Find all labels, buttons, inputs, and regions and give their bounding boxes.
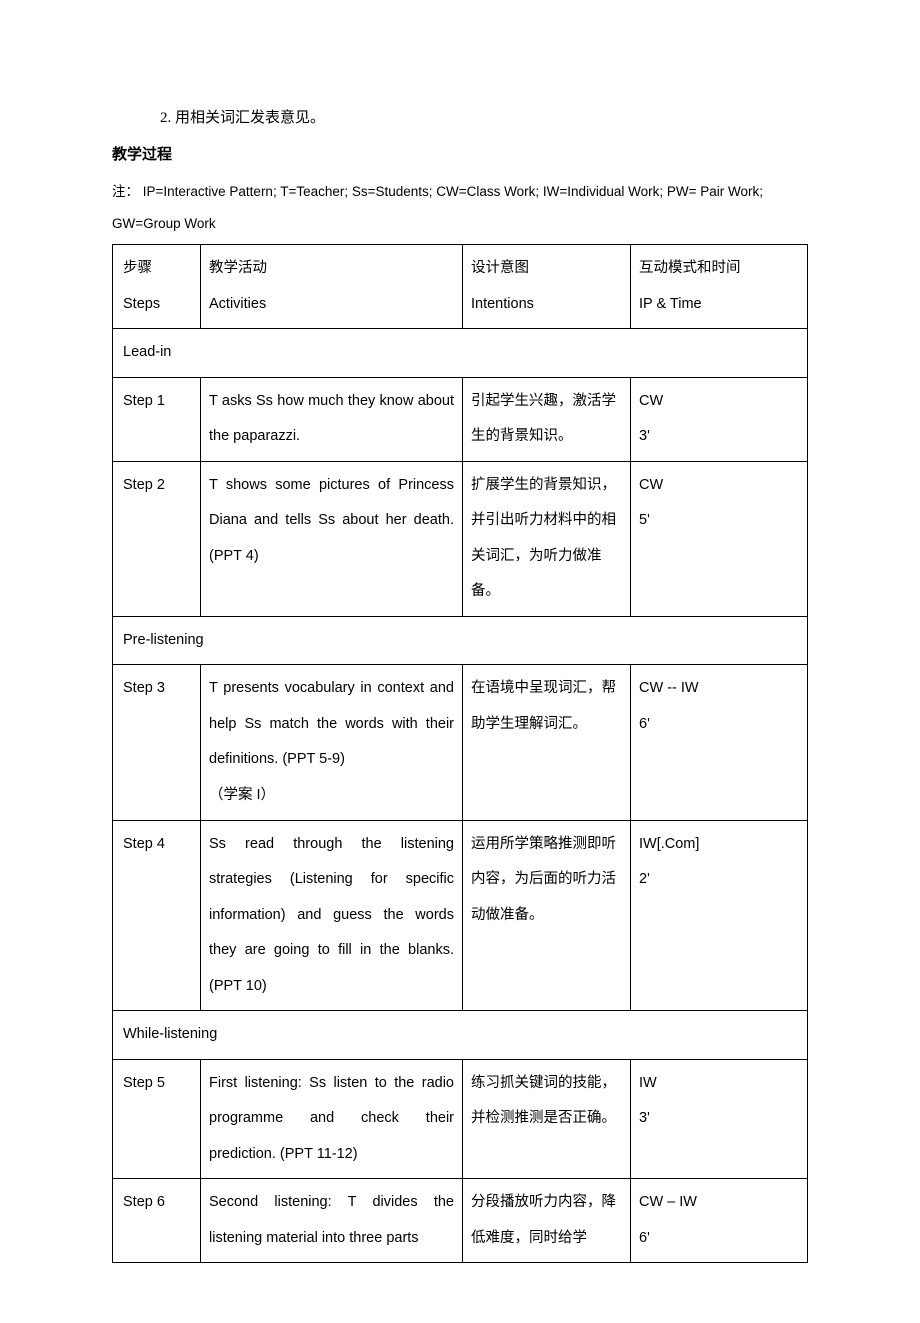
activity-cell: T asks Ss how much they know about the p… xyxy=(201,377,463,461)
section-label: While-listening xyxy=(113,1011,808,1060)
header-intentions-cn: 设计意图 xyxy=(471,251,622,287)
header-ip-cn: 互动模式和时间 xyxy=(639,251,799,287)
ip-mode: IW xyxy=(639,1066,799,1102)
table-row: Step 5 First listening: Ss listen to the… xyxy=(113,1059,808,1179)
activity-cell: Second listening: T divides the listenin… xyxy=(201,1179,463,1263)
intent-cell: 在语境中呈现词汇，帮助学生理解词汇。 xyxy=(463,665,631,820)
activity-cell: T shows some pictures of Princess Diana … xyxy=(201,461,463,616)
table-row: Step 4 Ss read through the listening str… xyxy=(113,820,808,1011)
intent-cell: 扩展学生的背景知识，并引出听力材料中的相关词汇，为听力做准备。 xyxy=(463,461,631,616)
ip-mode: CW xyxy=(639,468,799,504)
step-cell: Step 5 xyxy=(113,1059,201,1179)
abbreviation-note: 注： IP=Interactive Pattern; T=Teacher; Ss… xyxy=(112,176,808,241)
ip-time: 3' xyxy=(639,419,799,455)
header-ip-en: IP & Time xyxy=(639,287,799,323)
intent-cell: 运用所学策略推测即听内容，为后面的听力活动做准备。 xyxy=(463,820,631,1011)
section-heading: 教学过程 xyxy=(112,137,808,174)
ip-time: 3' xyxy=(639,1101,799,1137)
header-steps-cn: 步骤 xyxy=(123,251,192,287)
step-cell: Step 2 xyxy=(113,461,201,616)
ip-mode: IW[.Com] xyxy=(639,827,799,863)
section-whilelistening: While-listening xyxy=(113,1011,808,1060)
section-leadin: Lead-in xyxy=(113,329,808,378)
activity-cell: First listening: Ss listen to the radio … xyxy=(201,1059,463,1179)
ip-mode: CW xyxy=(639,384,799,420)
ip-time: 6' xyxy=(639,1221,799,1257)
ip-mode: CW -- IW xyxy=(639,671,799,707)
header-steps-en: Steps xyxy=(123,287,192,323)
table-row: Step 2 T shows some pictures of Princess… xyxy=(113,461,808,616)
step-cell: Step 6 xyxy=(113,1179,201,1263)
section-prelistening: Pre-listening xyxy=(113,616,808,665)
header-intentions-en: Intentions xyxy=(471,287,622,323)
step-cell: Step 4 xyxy=(113,820,201,1011)
activity-cell: Ss read through the listening strategies… xyxy=(201,820,463,1011)
intent-cell: 引起学生兴趣，激活学生的背景知识。 xyxy=(463,377,631,461)
intent-cell: 练习抓关键词的技能，并检测推测是否正确。 xyxy=(463,1059,631,1179)
header-activities-en: Activities xyxy=(209,287,454,323)
step-cell: Step 3 xyxy=(113,665,201,820)
section-label: Pre-listening xyxy=(113,616,808,665)
activity-cell: T presents vocabulary in context and hel… xyxy=(201,665,463,820)
ip-mode: CW – IW xyxy=(639,1185,799,1221)
table-header-row: 步骤 Steps 教学活动 Activities 设计意图 Intentions… xyxy=(113,245,808,329)
header-activities-cn: 教学活动 xyxy=(209,251,454,287)
ip-time: 2' xyxy=(639,862,799,898)
table-row: Step 6 Second listening: T divides the l… xyxy=(113,1179,808,1263)
section-label: Lead-in xyxy=(113,329,808,378)
pre-line-1: 2. 用相关词汇发表意见。 xyxy=(112,100,808,137)
lesson-plan-table: 步骤 Steps 教学活动 Activities 设计意图 Intentions… xyxy=(112,244,808,1263)
ip-time: 5' xyxy=(639,503,799,539)
ip-time: 6' xyxy=(639,707,799,743)
intent-cell: 分段播放听力内容，降低难度，同时给学 xyxy=(463,1179,631,1263)
step-cell: Step 1 xyxy=(113,377,201,461)
table-row: Step 1 T asks Ss how much they know abou… xyxy=(113,377,808,461)
table-row: Step 3 T presents vocabulary in context … xyxy=(113,665,808,820)
